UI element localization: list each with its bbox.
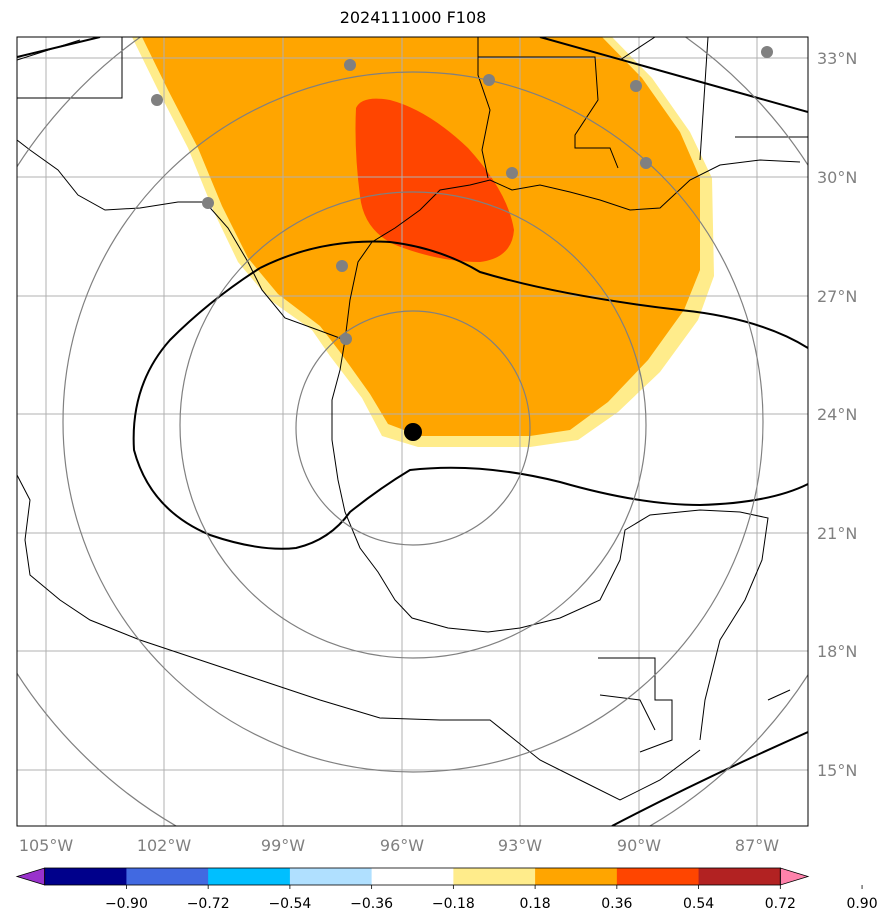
colorbar-extend-min: [15, 867, 46, 886]
longitude-tick-labels: 105°W 102°W 99°W 96°W 93°W 90°W 87°W: [19, 836, 779, 855]
colorbar-segment: [208, 868, 291, 885]
colorbar-segment: [44, 868, 127, 885]
lat-tick-label: 27°N: [817, 287, 857, 306]
city-marker: [344, 59, 356, 71]
city-marker: [630, 80, 642, 92]
lon-tick-label: 96°W: [380, 836, 424, 855]
colorbar-tick-label: −0.18: [432, 896, 475, 912]
range-ring: [295, 310, 531, 546]
lat-tick-label: 33°N: [817, 49, 857, 68]
lat-tick-label: 18°N: [817, 642, 857, 661]
storm-center-marker: [404, 423, 422, 441]
colorbar-tick-label: −0.54: [268, 896, 311, 912]
latitude-tick-labels: 33°N 30°N 27°N 24°N 21°N 18°N 15°N: [817, 49, 857, 780]
probability-band-0.54-0.72: [355, 98, 514, 262]
coastlines-and-borders: [17, 37, 808, 801]
colorbar-outline: [44, 867, 781, 886]
map-title: 2024111000 F108: [339, 8, 487, 27]
lon-tick-label: 102°W: [137, 836, 192, 855]
colorbar-tick-label: −0.72: [187, 896, 230, 912]
city-marker: [640, 157, 652, 169]
city-marker: [761, 46, 773, 58]
colorbar-segment: [535, 868, 618, 885]
lon-tick-label: 93°W: [498, 836, 542, 855]
graticule: [17, 37, 808, 826]
colorbar-segment: [453, 868, 536, 885]
colorbar-segment: [616, 868, 700, 885]
lon-tick-label: 105°W: [19, 836, 74, 855]
forecast-tracks: [17, 37, 808, 826]
colorbar-segment: [289, 868, 373, 885]
range-rings: [17, 37, 808, 826]
colorbar-tick-label: −0.36: [350, 896, 393, 912]
map-frame: [16, 36, 809, 827]
lat-tick-label: 15°N: [817, 761, 857, 780]
city-markers: [151, 46, 773, 345]
colorbar-tick-label: 0.72: [765, 896, 796, 912]
range-ring: [62, 71, 764, 773]
lon-tick-label: 99°W: [261, 836, 305, 855]
city-marker: [483, 74, 495, 86]
lat-tick-label: 30°N: [817, 168, 857, 187]
city-marker: [506, 167, 518, 179]
city-marker: [202, 197, 214, 209]
lon-tick-label: 90°W: [617, 836, 661, 855]
lat-tick-label: 24°N: [817, 405, 857, 424]
city-marker: [151, 94, 163, 106]
lat-tick-label: 21°N: [817, 524, 857, 543]
colorbar-tick-label: 0.18: [520, 896, 551, 912]
colorbar-tick-label: 0.36: [601, 896, 632, 912]
colorbar: −0.90 −0.72 −0.54 −0.36 −0.18 0.18 0.36 0.54 0.7…: [15, 867, 878, 912]
colorbar-tick-label: 0.90: [846, 896, 877, 912]
colorbar-segment: [126, 868, 209, 885]
colorbar-segment: [371, 868, 454, 885]
colorbar-extend-max: [779, 867, 810, 886]
colorbar-tick-label: −0.90: [105, 896, 148, 912]
city-marker: [340, 333, 352, 345]
colorbar-segment: [698, 868, 781, 885]
colorbar-tick-label: 0.54: [683, 896, 714, 912]
lon-tick-label: 87°W: [735, 836, 779, 855]
city-marker: [336, 260, 348, 272]
range-ring: [179, 191, 647, 659]
